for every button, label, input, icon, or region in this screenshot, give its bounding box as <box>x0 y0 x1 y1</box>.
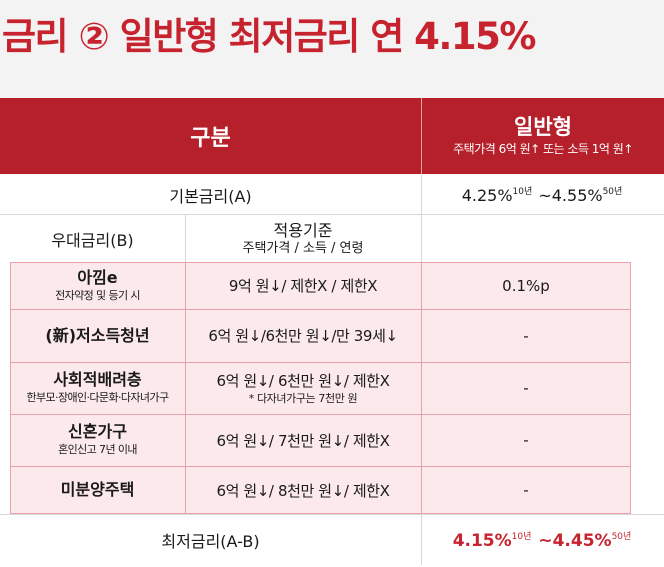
min-rate-to: 4.45% <box>552 531 612 551</box>
preference-criteria: 6억 원↓/ 7천만 원↓/ 제한X <box>216 431 390 450</box>
preferential-block <box>10 262 631 514</box>
preference-title: 사회적배려층 <box>53 370 142 389</box>
preference-subtitle: 한부모·장애인·다문화·다자녀가구 <box>26 391 170 404</box>
header-general-type-subtitle: 주택가격 6억 원↑ 또는 소득 1억 원↑ <box>453 142 633 156</box>
pink-row-divider <box>10 362 631 363</box>
preference-title: 아낌e <box>77 267 118 287</box>
pink-row-divider <box>10 309 631 310</box>
criteria-title: 적용기준 <box>273 220 333 240</box>
pink-column-divider <box>185 262 186 514</box>
pink-row-divider <box>10 466 631 467</box>
header-category: 구분 <box>0 98 421 174</box>
pink-column-divider <box>421 262 422 514</box>
criteria-subtitle: 주택가격 / 소득 / 연령 <box>242 240 364 256</box>
preference-value: - <box>523 431 529 449</box>
min-rate-from: 4.15% <box>452 531 512 551</box>
preference-value: - <box>523 326 529 345</box>
preference-title: 미분양주택 <box>60 480 135 499</box>
preference-criteria-note: * 다자녀가구는 7천만 원 <box>248 392 358 405</box>
base-rate-to-term: 50년 <box>602 187 623 197</box>
min-rate-to-term: 50년 <box>611 532 632 542</box>
preference-criteria: 6억 원↓/6천만 원↓/만 39세↓ <box>208 327 398 345</box>
header-general-type-title: 일반형 <box>514 115 572 139</box>
preference-name: 아낌e 전자약정 및 등기 시 <box>10 262 185 309</box>
preference-name: 미분양주택 <box>10 466 185 514</box>
base-rate-from: 4.25% <box>461 186 513 205</box>
preference-criteria: 9억 원↓/ 제한X / 제한X <box>228 277 378 295</box>
base-rate-value: 4.25%10년 ~4.55%50년 <box>421 175 664 214</box>
rate-table: 구분 일반형 주택가격 6억 원↑ 또는 소득 1억 원↑ 기본금리(A) 4.… <box>0 98 664 567</box>
preference-title: (新)저소득청년 <box>45 325 150 345</box>
preference-value: - <box>523 379 529 397</box>
preference-subtitle: 혼인신고 7년 이내 <box>58 443 137 456</box>
min-rate-from-term: 10년 <box>511 532 532 542</box>
column-divider <box>185 215 186 262</box>
criteria-header: 적용기준 주택가격 / 소득 / 연령 <box>185 215 421 262</box>
preference-title: 신혼가구 <box>68 422 127 441</box>
page-title: 금리 ② 일반형 최저금리 연 4.15% <box>2 15 537 58</box>
base-rate-from-term: 10년 <box>512 187 533 197</box>
preference-criteria: 6억 원↓/ 8천만 원↓/ 제한X <box>216 481 390 500</box>
row-divider <box>0 214 664 215</box>
base-rate-to: 4.55% <box>551 186 603 205</box>
min-rate-sep: ~ <box>532 531 553 551</box>
preference-name: 신혼가구 혼인신고 7년 이내 <box>10 414 185 466</box>
preference-value: - <box>523 481 529 499</box>
base-rate-label: 기본금리(A) <box>169 186 252 206</box>
preference-subtitle: 전자약정 및 등기 시 <box>55 288 140 302</box>
row-divider <box>0 514 664 515</box>
min-rate-value: 4.15%10년 ~4.45%50년 <box>421 515 664 565</box>
preference-criteria: 6억 원↓/ 6천만 원↓/ 제한X * 다자녀가구는 7천만 원 <box>185 362 421 414</box>
header-general-type: 일반형 주택가격 6억 원↑ 또는 소득 1억 원↑ <box>421 98 664 174</box>
preference-name: (新)저소득청년 <box>10 309 185 362</box>
min-rate-label: 최저금리(A-B) <box>161 532 260 551</box>
pink-row-divider <box>10 414 631 415</box>
preference-value: 0.1%p <box>502 276 550 295</box>
preferential-label: 우대금리(B) <box>51 230 134 250</box>
preference-name: 사회적배려층 한부모·장애인·다문화·다자녀가구 <box>10 362 185 414</box>
preference-criteria-text: 6억 원↓/ 6천만 원↓/ 제한X <box>216 372 390 390</box>
base-rate-sep: ~ <box>533 186 552 205</box>
